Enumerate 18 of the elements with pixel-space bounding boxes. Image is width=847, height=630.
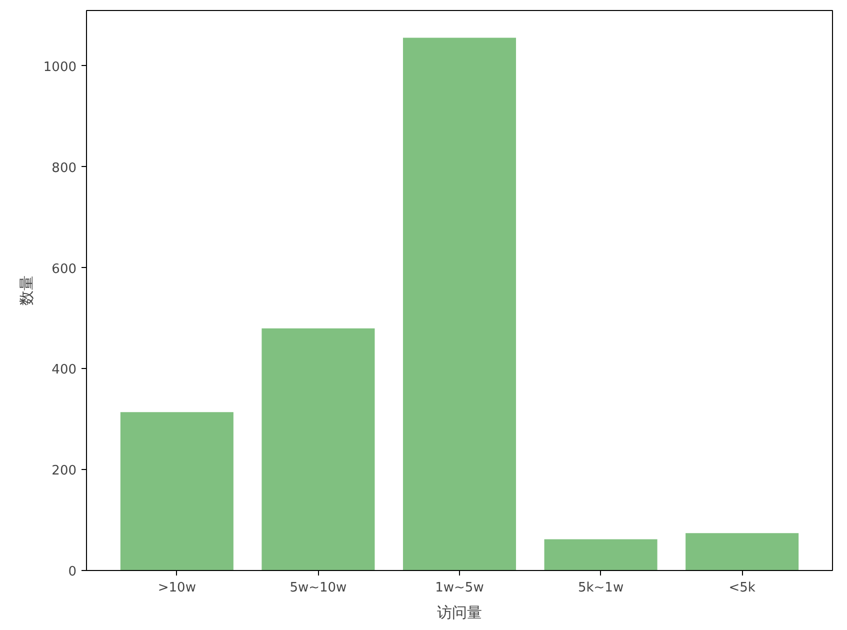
bar xyxy=(262,328,375,570)
bar xyxy=(120,412,234,570)
bar xyxy=(402,38,516,570)
x-axis-title: 访问量 xyxy=(437,604,482,622)
x-tick-label: 5k~1w xyxy=(578,580,624,596)
x-tick-label: <5k xyxy=(728,580,756,596)
y-tick-label: 600 xyxy=(52,262,77,277)
bar xyxy=(686,533,799,570)
bar xyxy=(544,539,658,570)
y-tick-label: 800 xyxy=(52,160,77,176)
y-tick-label: 200 xyxy=(52,464,77,479)
x-tick-label: 1w~5w xyxy=(435,580,484,596)
y-tick-label: 0 xyxy=(68,564,77,580)
x-tick-label: 5w~10w xyxy=(290,580,348,596)
y-axis-title: 数量 xyxy=(17,276,36,306)
y-tick-label: 400 xyxy=(52,362,77,378)
y-tick-label: 1000 xyxy=(43,60,77,75)
x-tick-label: >10w xyxy=(158,580,196,596)
